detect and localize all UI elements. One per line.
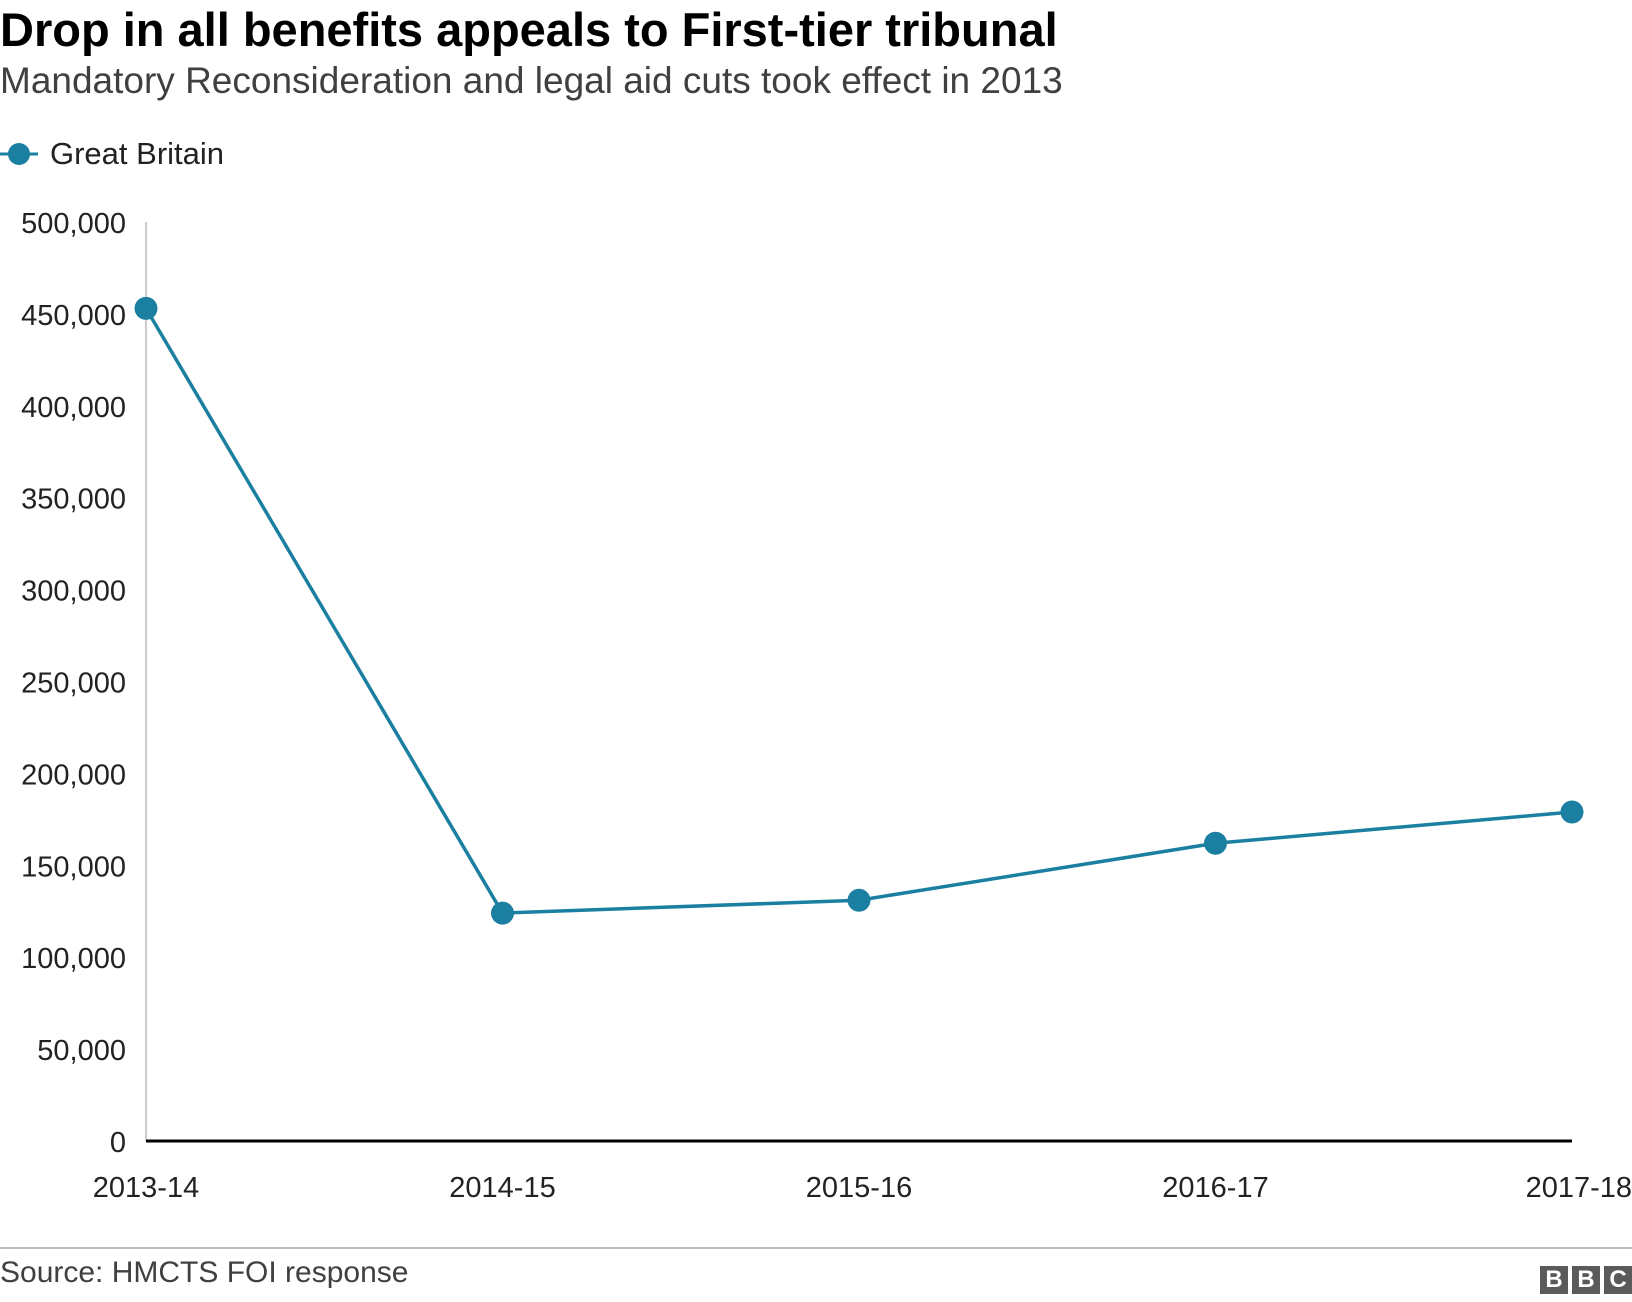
x-tick-label: 2014-15 [449,1172,555,1204]
legend: Great Britain [0,134,224,174]
y-tick-label: 150,000 [21,851,126,883]
y-tick-label: 50,000 [37,1035,126,1067]
y-tick-label: 100,000 [21,943,126,975]
y-tick-label: 500,000 [21,208,126,240]
y-tick-label: 0 [110,1127,126,1159]
y-tick-label: 350,000 [21,484,126,516]
x-tick-label: 2015-16 [806,1172,912,1204]
y-tick-label: 300,000 [21,576,126,608]
source-note: Source: HMCTS FOI response [0,1256,409,1289]
bbc-logo-block-2: B [1572,1266,1600,1294]
bbc-logo: B B C [1540,1266,1632,1294]
y-tick-label: 450,000 [21,300,126,332]
data-point [1204,831,1227,855]
bbc-logo-block-3: C [1604,1266,1632,1294]
bbc-logo-block-1: B [1540,1266,1568,1294]
x-tick-label: 2013-14 [93,1172,199,1204]
legend-swatch-great-britain [0,143,38,165]
chart-subtitle: Mandatory Reconsideration and legal aid … [0,60,1063,101]
y-tick-label: 250,000 [21,668,126,700]
x-tick-label: 2016-17 [1162,1172,1268,1204]
series-line-great-britain [144,307,1573,915]
data-point [134,296,158,320]
data-point [847,888,871,912]
x-tick-label: 2017-18 [1526,1172,1632,1204]
y-tick-label: 200,000 [21,759,126,791]
data-point [491,901,514,925]
chart-title: Drop in all benefits appeals to First-ti… [0,3,1058,56]
footer-divider [0,1247,1632,1249]
data-point [1560,800,1584,824]
y-tick-label: 400,000 [21,392,126,424]
legend-label-great-britain: Great Britain [50,136,225,171]
